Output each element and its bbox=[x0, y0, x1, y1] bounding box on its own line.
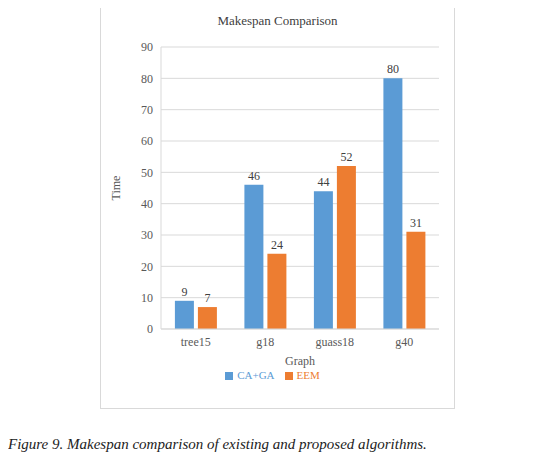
svg-text:30: 30 bbox=[141, 228, 153, 242]
svg-text:44: 44 bbox=[317, 175, 329, 189]
svg-text:0: 0 bbox=[147, 322, 153, 336]
svg-text:46: 46 bbox=[248, 169, 260, 183]
svg-text:24: 24 bbox=[271, 238, 283, 252]
html-text:CA+GA: CA+GA bbox=[237, 369, 275, 381]
svg-text:80: 80 bbox=[141, 72, 153, 86]
svg-text:52: 52 bbox=[340, 150, 352, 164]
svg-text:10: 10 bbox=[141, 291, 153, 305]
svg-text:7: 7 bbox=[204, 291, 210, 305]
svg-text:guass18: guass18 bbox=[315, 335, 354, 349]
html-text:EEM: EEM bbox=[296, 369, 320, 381]
svg-text:90: 90 bbox=[141, 40, 153, 54]
svg-text:Graph: Graph bbox=[285, 354, 315, 368]
svg-text:60: 60 bbox=[141, 134, 153, 148]
svg-text:g40: g40 bbox=[395, 335, 413, 349]
svg-text:31: 31 bbox=[410, 216, 422, 230]
svg-text:tree15: tree15 bbox=[181, 335, 211, 349]
html-text:Makespan Comparison: Makespan Comparison bbox=[217, 13, 338, 28]
svg-text:40: 40 bbox=[141, 197, 153, 211]
svg-text:50: 50 bbox=[141, 166, 153, 180]
svg-text:20: 20 bbox=[141, 260, 153, 274]
svg-text:9: 9 bbox=[181, 285, 187, 299]
svg-text:Time: Time bbox=[109, 176, 123, 201]
svg-text:80: 80 bbox=[387, 62, 399, 76]
svg-text:70: 70 bbox=[141, 103, 153, 117]
svg-text:g18: g18 bbox=[256, 335, 274, 349]
html-text:Figure 9. Makespan comparison: Figure 9. Makespan comparison of existin… bbox=[8, 436, 427, 452]
